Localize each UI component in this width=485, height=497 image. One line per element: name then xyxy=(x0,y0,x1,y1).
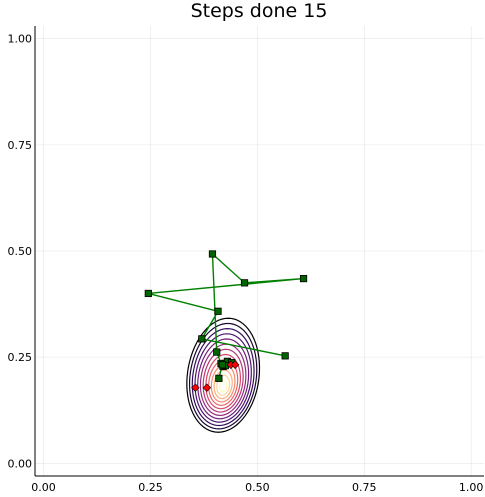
y-tick-label: 0.50 xyxy=(8,245,33,258)
x-tick-label: 0.25 xyxy=(138,481,163,494)
data-point-square xyxy=(281,352,289,360)
data-point-diamond xyxy=(230,360,240,369)
contour-level xyxy=(194,333,252,423)
contour-level xyxy=(216,374,231,396)
y-tick-label: 1.00 xyxy=(8,33,33,46)
data-point-diamond xyxy=(191,383,200,392)
data-point-square xyxy=(214,307,222,315)
x-tick-label: 0.00 xyxy=(31,481,56,494)
contour-level xyxy=(213,369,233,400)
chart-title: Steps done 15 xyxy=(191,0,328,22)
data-point-square xyxy=(299,274,308,283)
y-tick-label: 0.75 xyxy=(8,139,33,152)
data-point-square xyxy=(218,361,226,369)
tick-labels: 0.00 0.25 0.50 0.75 1.00 0.00 0.25 0.50 0.75 1.00 xyxy=(8,33,484,494)
axes xyxy=(34,26,484,477)
data-point-square xyxy=(144,289,152,298)
x-tick-label: 1.00 xyxy=(459,481,484,494)
contour-level xyxy=(191,327,255,427)
data-point-square xyxy=(198,335,206,343)
data-point-square xyxy=(208,250,217,258)
contour-level xyxy=(218,379,228,393)
y-tick-label: 0.25 xyxy=(8,351,33,364)
data-point-square xyxy=(213,348,221,356)
x-tick-label: 0.50 xyxy=(245,481,270,494)
contour-level xyxy=(199,343,247,417)
data-point-square xyxy=(215,374,223,382)
contour-level xyxy=(202,348,244,413)
contour-level xyxy=(197,338,250,420)
y-tick-label: 0.00 xyxy=(8,457,33,470)
contour-level xyxy=(188,322,258,430)
contour-level xyxy=(205,353,242,410)
series-markers xyxy=(144,250,308,392)
data-point-diamond xyxy=(202,383,212,392)
grid xyxy=(35,26,484,476)
contour-plot xyxy=(186,317,261,433)
data-point-square xyxy=(240,279,249,287)
contour-level xyxy=(186,317,261,433)
x-tick-label: 0.75 xyxy=(352,481,377,494)
